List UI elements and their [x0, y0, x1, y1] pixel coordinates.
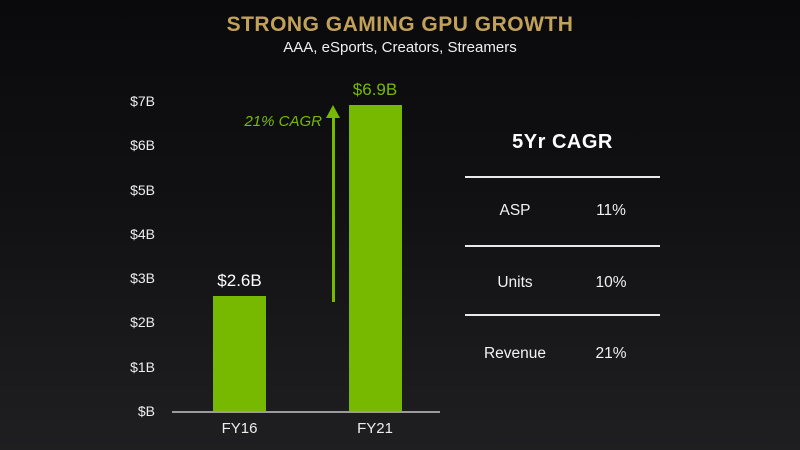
y-axis-tick-label: $6B — [130, 137, 155, 154]
cagr-table-row: Revenue 21% — [465, 342, 660, 366]
y-axis-tick-label: $4B — [130, 225, 155, 242]
bar-fy21 — [348, 105, 402, 411]
cagr-table-row: Units 10% — [465, 271, 660, 295]
cagr-table-divider — [465, 314, 660, 316]
y-axis-tick-label: $7B — [130, 92, 155, 109]
bar-fy16 — [213, 295, 266, 411]
y-axis-tick-label: $5B — [130, 181, 155, 198]
slide-title: STRONG GAMING GPU GROWTH — [226, 13, 574, 36]
x-axis-category-label: FY21 — [357, 420, 393, 437]
slide-subtitle: AAA, eSports, Creators, Streamers — [283, 39, 517, 56]
cagr-row-value: 10% — [595, 274, 627, 291]
growth-arrow-icon — [326, 105, 340, 118]
cagr-table-divider — [465, 245, 660, 247]
bar-value-label: $2.6B — [217, 270, 262, 290]
cagr-row-value: 11% — [596, 202, 626, 219]
y-axis-tick-label: $1B — [130, 358, 155, 375]
cagr-row-label: Revenue — [483, 345, 547, 362]
cagr-table-row: ASP 11% — [465, 199, 660, 223]
cagr-panel: 5Yr CAGR ASP 11% Units 10% Revenue 21% — [465, 0, 660, 450]
cagr-row-label: Units — [497, 274, 533, 291]
bar-value-label: $6.9B — [352, 80, 398, 100]
y-axis-tick-label: $3B — [130, 270, 155, 287]
cagr-table-divider — [465, 176, 660, 178]
cagr-table-header: 5Yr CAGR — [512, 131, 613, 153]
y-axis-tick-label: $2B — [130, 314, 155, 331]
cagr-row-label: ASP — [499, 202, 531, 219]
cagr-annotation: 21% CAGR — [244, 113, 322, 130]
growth-arrow-line — [332, 117, 335, 302]
x-axis-line — [172, 411, 440, 413]
cagr-row-value: 21% — [595, 345, 627, 362]
x-axis-category-label: FY16 — [221, 420, 258, 437]
y-axis-tick-label: $B — [137, 403, 155, 419]
